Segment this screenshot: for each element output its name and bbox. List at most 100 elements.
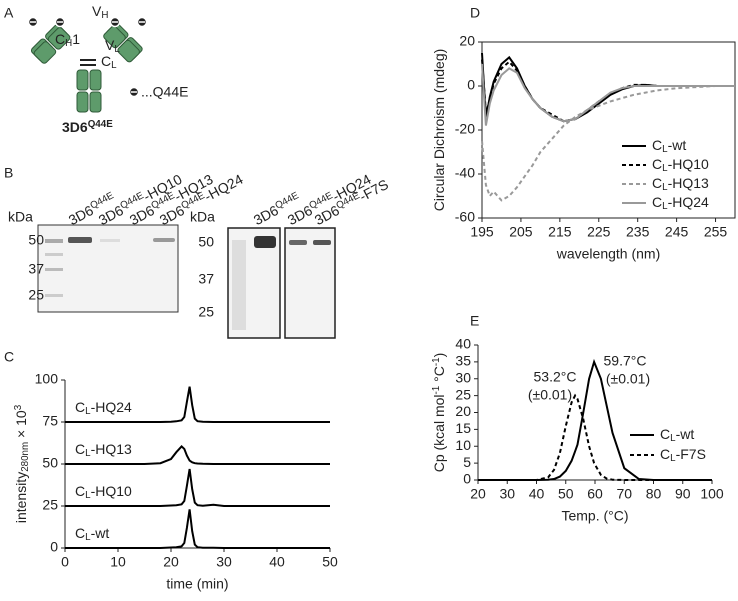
y-tick-label: 100 — [35, 371, 59, 387]
x-tick-label: 215 — [548, 224, 572, 240]
annotation: 53.2°C — [534, 369, 577, 385]
text-part: L — [670, 433, 676, 444]
x-tick-label: 30 — [499, 486, 515, 502]
text-part: Cp (kcal mol — [431, 394, 447, 472]
x-tick-label: 80 — [646, 486, 662, 502]
y-tick-label: 35 — [455, 353, 471, 369]
text-part: H — [65, 38, 72, 49]
text-part: L — [670, 453, 676, 464]
x-tick-label: 40 — [529, 486, 545, 502]
x-tick-label: 50 — [322, 554, 338, 570]
x-tick-label: 225 — [587, 224, 611, 240]
text-part: -HQ13 — [668, 175, 709, 191]
y-tick-label: 75 — [42, 413, 58, 429]
text-part: -wt — [668, 137, 687, 153]
text-part: C — [652, 194, 662, 210]
y-tick-label: 0 — [467, 77, 475, 93]
x-tick-label: 60 — [587, 486, 603, 502]
panel-label: D — [470, 5, 480, 21]
series-line — [481, 63, 735, 126]
text-part: V — [92, 3, 102, 19]
text-part: Circular Dichroism (mdeg) — [431, 49, 447, 212]
text-part: 280nm — [20, 442, 31, 472]
panel-label: C — [4, 349, 14, 365]
text-part: -HQ10 — [668, 156, 709, 172]
text-part: -1 — [431, 386, 442, 395]
legend-label: CL-HQ24 — [652, 194, 709, 212]
series-line — [65, 509, 330, 549]
text-part: C — [75, 525, 85, 541]
y-tick-label: -60 — [455, 209, 475, 225]
y-tick-label: 25 — [42, 497, 58, 513]
x-tick-label: 205 — [509, 224, 533, 240]
panel-label: B — [4, 165, 13, 181]
marker-label: 50 — [198, 234, 214, 250]
gel-image — [37, 224, 179, 313]
text-part: L — [662, 182, 668, 193]
x-axis-label: wavelength (nm) — [556, 246, 661, 262]
text-part: L — [85, 448, 91, 459]
x-tick-label: 0 — [61, 554, 69, 570]
x-axis-label: time (min) — [166, 576, 228, 592]
x-tick-label: 30 — [216, 554, 232, 570]
text-part: 3D6 — [62, 119, 88, 135]
text-part: × 10 — [13, 410, 29, 442]
series-line — [481, 59, 735, 123]
series-line — [481, 85, 735, 202]
y-tick-label: 10 — [455, 437, 471, 453]
legend-label: CL-wt — [652, 137, 686, 155]
text-part: C — [101, 53, 111, 69]
marker-label: 25 — [28, 287, 44, 303]
text-part: -HQ10 — [91, 483, 132, 499]
marker-label: 37 — [28, 261, 44, 277]
y-tick-label: 20 — [455, 403, 471, 419]
y-tick-label: 20 — [459, 33, 475, 49]
x-tick-label: 90 — [675, 486, 691, 502]
legend-label: CL-F7S — [660, 446, 706, 464]
annotation: 59.7°C — [604, 353, 647, 369]
antibody-diagram — [27, 16, 148, 113]
text-part: L — [85, 406, 91, 417]
x-tick-label: 20 — [163, 554, 179, 570]
series-label: CL-HQ13 — [75, 441, 132, 459]
text-part: -wt — [91, 525, 110, 541]
domain-label: CL — [101, 53, 117, 71]
marker-label: 37 — [198, 271, 214, 287]
text-part: -1 — [431, 357, 442, 366]
panel-label: E — [470, 313, 479, 329]
text-part: C — [75, 483, 85, 499]
marker-label: 25 — [198, 304, 214, 320]
annotation: (±0.01) — [606, 371, 650, 387]
series-label: CL-HQ10 — [75, 483, 132, 501]
series-line — [481, 52, 735, 123]
x-tick-label: 20 — [470, 486, 486, 502]
kda-label: kDa — [8, 209, 33, 225]
x-axis-label: Temp. (°C) — [561, 508, 628, 524]
x-tick-label: 195 — [470, 224, 494, 240]
text-part: C — [652, 175, 662, 191]
series-line — [65, 386, 330, 423]
text-part: L — [85, 532, 91, 543]
text-part: C — [652, 156, 662, 172]
y-axis-label: Cp (kcal mol-1 °C-1) — [431, 353, 447, 473]
x-tick-label: 255 — [704, 224, 728, 240]
kda-label: kDa — [190, 209, 215, 225]
mutation-label: ...Q44E — [141, 84, 188, 100]
text-part: C — [75, 441, 85, 457]
legend-label: CL-wt — [660, 426, 694, 444]
y-tick-label: 50 — [42, 455, 58, 471]
text-part: -F7S — [676, 446, 706, 462]
text-part: -HQ13 — [91, 441, 132, 457]
text-part: L — [111, 60, 117, 71]
x-tick-label: 40 — [269, 554, 285, 570]
y-tick-label: 0 — [463, 471, 471, 487]
y-tick-label: 25 — [455, 386, 471, 402]
y-tick-label: 15 — [455, 420, 471, 436]
text-part: L — [662, 144, 668, 155]
text-part: 1 — [72, 31, 80, 47]
text-part: -wt — [676, 426, 695, 442]
text-part: °C — [431, 366, 447, 386]
text-part: V — [105, 37, 115, 53]
panel-label: A — [4, 5, 14, 21]
